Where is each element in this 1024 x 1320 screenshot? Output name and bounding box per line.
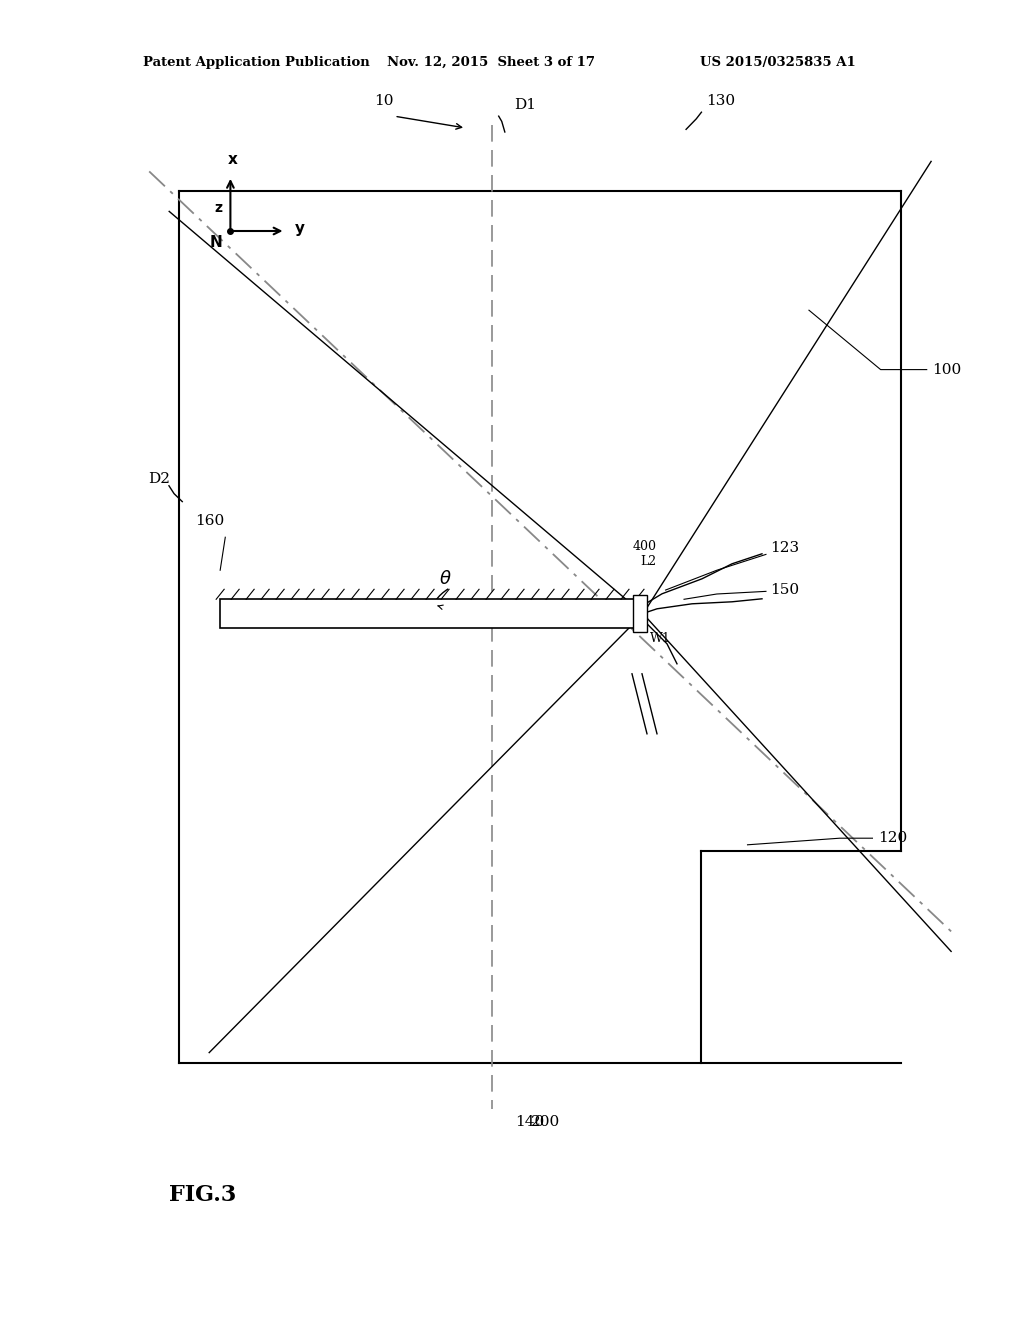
Text: y: y (295, 222, 304, 236)
Text: 123: 123 (770, 541, 799, 554)
Text: 400: 400 (633, 540, 656, 553)
Text: N: N (210, 235, 222, 249)
Bar (633, 595, 647, 632)
Text: FIG.3: FIG.3 (169, 1184, 237, 1205)
Text: Nov. 12, 2015  Sheet 3 of 17: Nov. 12, 2015 Sheet 3 of 17 (387, 55, 595, 69)
Text: US 2015/0325835 A1: US 2015/0325835 A1 (700, 55, 856, 69)
Text: 150: 150 (770, 583, 799, 597)
Text: z: z (214, 201, 222, 215)
Text: 140: 140 (515, 1115, 544, 1130)
Text: 100: 100 (932, 363, 962, 376)
Text: 10: 10 (374, 94, 394, 108)
Text: 160: 160 (196, 513, 224, 528)
Text: 120: 120 (879, 832, 908, 845)
Text: 130: 130 (707, 94, 735, 108)
Text: W1: W1 (650, 632, 671, 645)
Text: D2: D2 (147, 473, 170, 486)
Text: Patent Application Publication: Patent Application Publication (143, 55, 370, 69)
Text: x: x (227, 152, 238, 168)
Text: $\theta$: $\theta$ (439, 570, 452, 589)
Text: L2: L2 (640, 554, 656, 568)
Bar (220, 599, 640, 628)
Text: 200: 200 (531, 1115, 560, 1130)
Text: D1: D1 (514, 98, 536, 112)
